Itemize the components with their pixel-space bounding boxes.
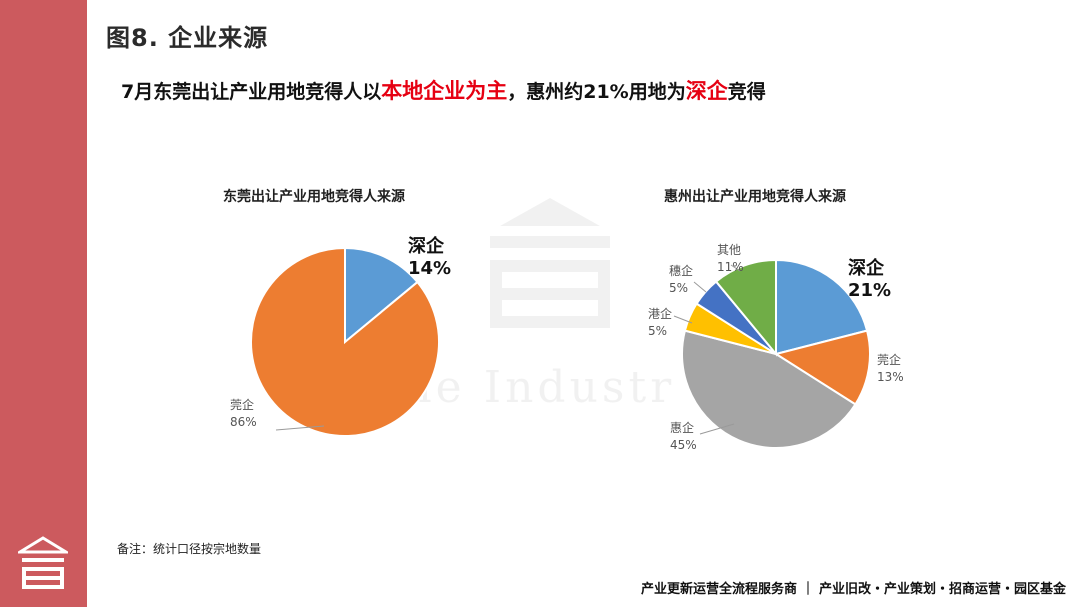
huizhou-slice-value-4: 5% xyxy=(669,281,688,295)
chart2-title: 惠州出让产业用地竞得人来源 xyxy=(664,189,846,205)
headline-highlight-1: 本地企业为主 xyxy=(381,79,508,103)
headline-part1: 7月东莞出让产业用地竞得人以 xyxy=(121,81,382,103)
dongguan-leader-line-1 xyxy=(275,425,325,431)
huizhou-slice-label-4: 穗企 xyxy=(669,263,693,278)
headline-part3: 竞得 xyxy=(727,81,766,103)
huizhou-slice-0 xyxy=(775,258,869,356)
huizhou-leader-line-4 xyxy=(693,281,707,293)
huizhou-slice-value-5: 11% xyxy=(717,260,744,274)
logo-icon xyxy=(18,536,68,589)
huizhou-slice-label-3: 港企 xyxy=(648,306,672,321)
headline: 7月东莞出让产业用地竞得人以本地企业为主，惠州约21%用地为深企竞得 xyxy=(121,75,766,105)
huizhou-slice-1 xyxy=(773,329,872,406)
dongguan-slice-1 xyxy=(250,246,441,437)
huizhou-slice-value-0: 21% xyxy=(848,280,891,301)
dongguan-slice-value-0: 14% xyxy=(408,258,451,279)
huizhou-slice-2 xyxy=(680,329,857,449)
huizhou-slice-label-5: 其他 xyxy=(717,243,741,257)
huizhou-slice-5 xyxy=(714,258,777,357)
headline-highlight-2: 深企 xyxy=(685,79,728,103)
huizhou-leader-line-3 xyxy=(673,315,693,324)
headline-part2: ，惠州约21%用地为 xyxy=(507,81,686,103)
huizhou-slice-label-1: 莞企 xyxy=(877,352,901,367)
huizhou-slice-label-0: 深企 xyxy=(848,257,885,279)
dongguan-slice-value-1: 86% xyxy=(230,415,257,429)
sidebar-band xyxy=(0,0,87,607)
dongguan-slice-label-1: 莞企 xyxy=(230,397,254,412)
huizhou-slice-value-3: 5% xyxy=(648,324,667,338)
huizhou-slice-value-1: 13% xyxy=(877,370,904,384)
footer-slogan: 产业更新运营全流程服务商 ｜ 产业旧改・产业策划・招商运营・园区基金 xyxy=(640,582,1066,597)
huizhou-leader-line-5 xyxy=(730,264,741,272)
huizhou-slice-label-2: 惠企 xyxy=(670,420,694,435)
dongguan-slice-0 xyxy=(344,246,419,345)
chart1-title: 东莞出让产业用地竞得人来源 xyxy=(223,189,405,205)
huizhou-leader-line-2 xyxy=(699,423,735,435)
dongguan-slice-label-0: 深企 xyxy=(408,235,445,257)
huizhou-slice-value-2: 45% xyxy=(670,438,697,452)
page-title: 图8. 企业来源 xyxy=(106,24,269,52)
footnote: 备注：统计口径按宗地数量 xyxy=(117,542,262,556)
